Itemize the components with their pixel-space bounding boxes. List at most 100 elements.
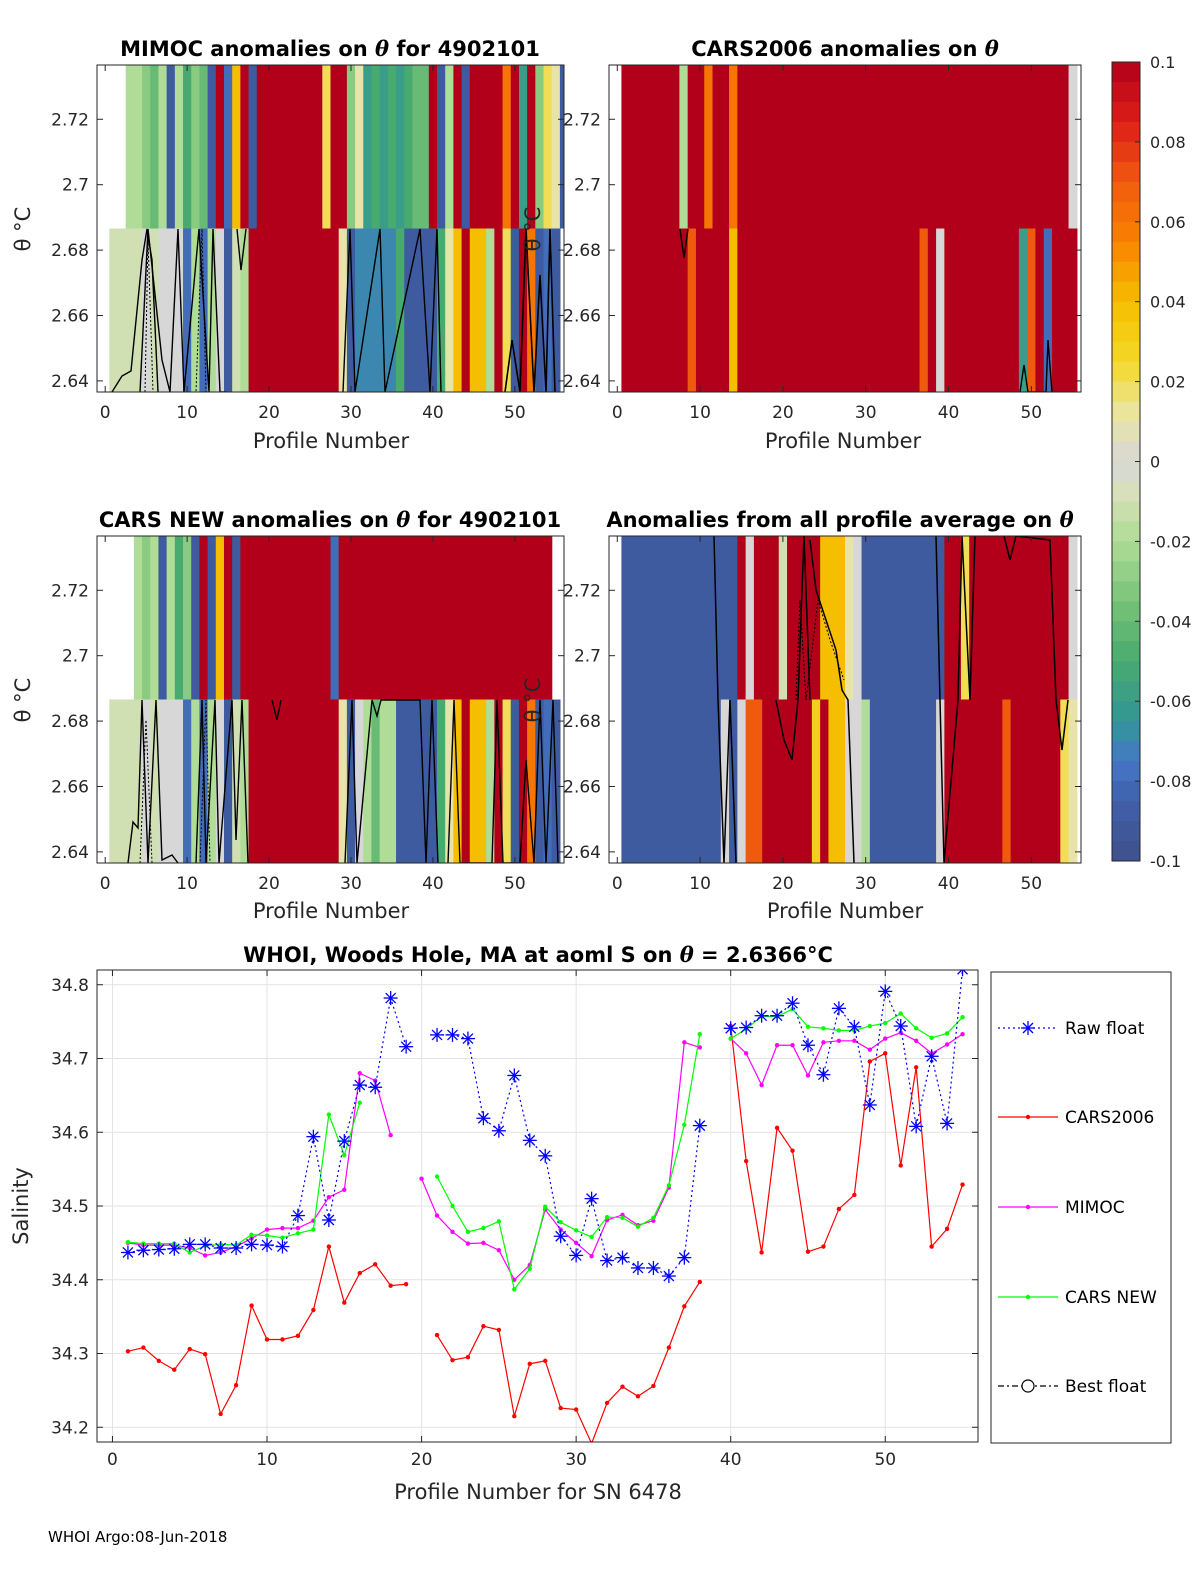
heatmap-cell-lower: [695, 699, 705, 863]
heatmap-cell-upper: [453, 65, 463, 229]
heatmap-cell-upper: [952, 536, 962, 700]
carsnew-panel: CARS NEW anomalies on θ for 4902101 0 10 2…: [11, 507, 565, 923]
heatmap-cell-upper: [737, 536, 747, 700]
cars-new-point: [682, 1122, 687, 1128]
cars2006-point: [233, 1383, 239, 1388]
heatmap-cell-lower: [264, 699, 274, 863]
raw-float-point: [615, 1250, 630, 1265]
heatmap-cell-upper: [461, 65, 471, 229]
heatmap-cell-lower: [712, 228, 722, 392]
heatmap-cell-lower: [911, 228, 921, 392]
cars2006-point: [759, 1250, 764, 1255]
heatmap-cell-upper: [836, 536, 846, 700]
heatmap-cell-upper: [861, 536, 871, 700]
raw-float-point: [167, 1241, 182, 1256]
x-tick-label: 30: [565, 1450, 587, 1470]
raw-float-point: [460, 1031, 475, 1046]
y-tick-label: 34.2: [51, 1418, 89, 1438]
y-tick-label: 2.7: [574, 647, 601, 667]
mimoc-point: [573, 1240, 579, 1246]
cars-new-point: [898, 1011, 903, 1016]
heatmap-cell-lower: [985, 699, 995, 863]
heatmap-cell-upper: [494, 536, 504, 700]
heatmap-cell-upper: [1068, 536, 1078, 700]
heatmap-cell-upper: [445, 536, 454, 700]
heatmap-cell-lower: [944, 699, 954, 863]
y-tick-label: 2.64: [51, 372, 89, 392]
heatmap-cell-lower: [1060, 699, 1070, 863]
heatmap-cell-lower: [273, 699, 282, 863]
heatmap-cell-upper: [960, 65, 970, 229]
cars-new-point: [666, 1183, 672, 1188]
heatmap-cell-upper: [150, 536, 160, 700]
y-tick-label: 2.7: [62, 176, 89, 196]
cars2006-point: [311, 1307, 316, 1313]
heatmap-cell-lower: [919, 699, 929, 863]
heatmap-cell-lower: [445, 699, 454, 863]
mimoc-point: [960, 1031, 965, 1037]
legend-entry-cars-new: CARS NEW: [998, 1288, 1157, 1308]
heatmap-cell-lower: [1068, 699, 1078, 863]
heatmap-cell-lower: [551, 228, 561, 392]
axes-frame: [608, 535, 1082, 864]
mimoc-contour-dotted: [144, 228, 207, 392]
mimoc-point: [481, 1240, 486, 1246]
heatmap-cell-upper: [338, 65, 348, 229]
heatmap-cell-upper: [289, 536, 299, 700]
heatmap-cell-lower: [125, 228, 135, 392]
colorbar-segment: [1112, 561, 1140, 582]
colorbar-segment: [1112, 801, 1140, 822]
colorbar-tick-label: -0.08: [1150, 772, 1191, 791]
heatmap-cell-upper: [745, 65, 755, 229]
heatmap-cell-upper: [477, 536, 487, 700]
raw-float-point: [909, 1119, 924, 1134]
colorbar-segment: [1112, 541, 1140, 562]
heatmap-cell-lower: [240, 228, 250, 392]
heatmap-cell-lower: [894, 699, 904, 863]
heatmap-cell-upper: [811, 65, 821, 229]
cars2006-panel: CARS2006 anomalies on θ 0 10 20 30 40 50 2.64 2…: [521, 36, 1082, 453]
heatmap-cell-lower: [646, 228, 656, 392]
cars2006-point: [249, 1303, 254, 1308]
raw-float-point: [275, 1239, 290, 1254]
heatmap-cell-lower: [869, 228, 879, 392]
cars-new-point: [604, 1214, 610, 1220]
cars-new-line: [127, 1102, 361, 1254]
heatmap-cell-lower: [412, 699, 422, 863]
allprofile-contour-dotted: [795, 599, 845, 701]
raw-float-point: [723, 1021, 738, 1036]
heatmap-cell-lower: [183, 228, 192, 392]
heatmap-cell-lower: [346, 228, 356, 392]
heatmap-cell-lower: [695, 228, 705, 392]
x-tick-label: 10: [176, 403, 198, 423]
carsnew-contours: [127, 699, 559, 863]
colorbar-segment: [1112, 201, 1140, 223]
colorbar-segment: [1112, 741, 1140, 762]
cars-new-point: [295, 1231, 301, 1236]
heatmap-cell-upper: [174, 65, 184, 229]
heatmap-cell-lower: [535, 228, 545, 392]
salinity-xlabel: Profile Number for SN 6478: [394, 1480, 682, 1504]
heatmap-cell-upper: [654, 65, 664, 229]
heatmap-cell-upper: [671, 536, 680, 700]
heatmap-cell-upper: [1010, 536, 1020, 700]
raw-float-point: [553, 1229, 568, 1244]
cars-new-point: [465, 1229, 471, 1235]
cars-new-point: [357, 1100, 362, 1105]
mimoc-point: [774, 1043, 780, 1048]
colorbar-segment: [1112, 521, 1140, 542]
heatmap-cell-lower: [142, 699, 151, 863]
heatmap-cell-lower: [387, 699, 397, 863]
heatmap-cell-lower: [486, 228, 495, 392]
cars2006-point: [342, 1300, 347, 1305]
heatmap-cell-upper: [770, 65, 780, 229]
heatmap-cell-upper: [264, 65, 274, 229]
heatmap-cell-lower: [477, 228, 487, 392]
heatmap-cell-lower: [960, 228, 970, 392]
colorbar-segment: [1112, 401, 1140, 423]
carsnew-xlabel: Profile Number: [253, 899, 410, 923]
heatmap-cell-upper: [869, 536, 879, 700]
heatmap-cell-lower: [679, 699, 689, 863]
heatmap-cell-lower: [828, 228, 838, 392]
